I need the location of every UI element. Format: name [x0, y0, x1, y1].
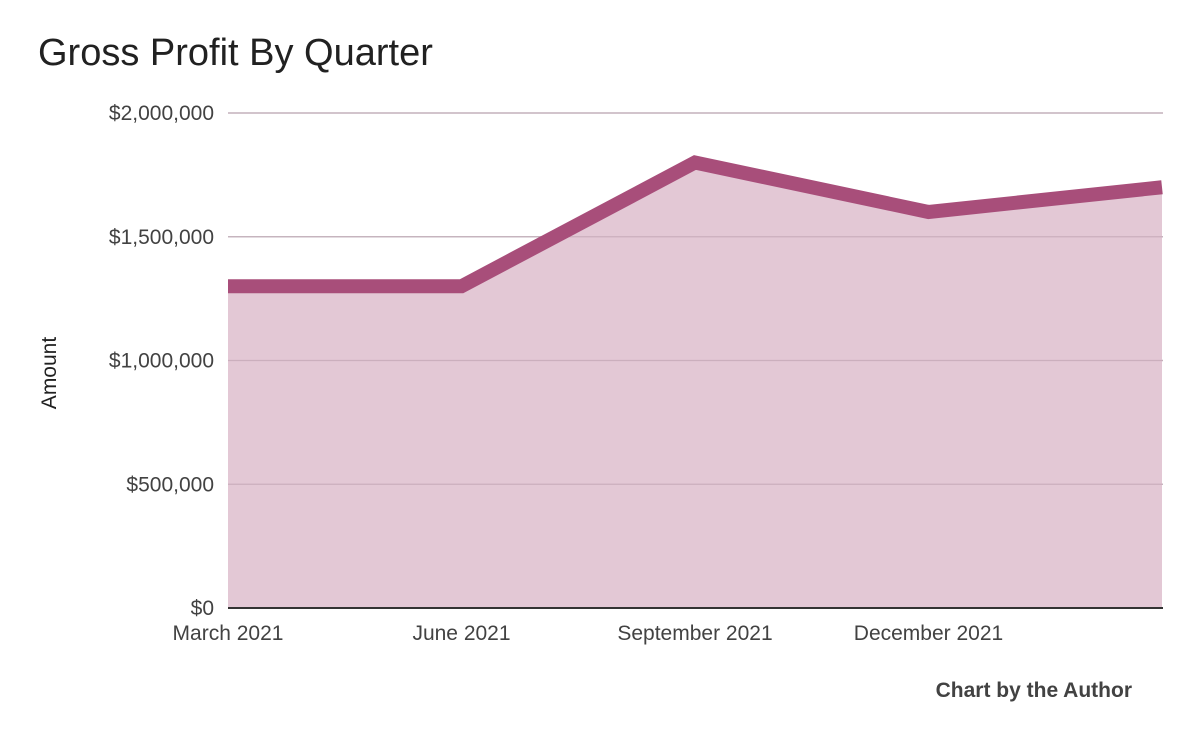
x-tick-label: June 2021 — [412, 622, 510, 645]
x-tick-label: March 2021 — [173, 622, 284, 645]
line-layer — [228, 155, 1163, 294]
y-tick-label: $1,500,000 — [109, 226, 214, 249]
y-tick-label: $2,000,000 — [109, 102, 214, 125]
chart-credit: Chart by the Author — [935, 679, 1132, 702]
area-layer — [228, 112, 1163, 608]
y-tick-labels: $0 $500,000 $1,000,000 $1,500,000 $2,000,000 — [109, 102, 214, 620]
x-tick-label: September 2021 — [617, 622, 772, 645]
y-tick-label: $500,000 — [126, 473, 214, 496]
x-tick-labels: March 2021 June 2021 September 2021 Decembe… — [173, 622, 1004, 645]
y-tick-label: $0 — [191, 597, 214, 620]
series-line — [228, 155, 1163, 294]
chart-title: Gross Profit By Quarter — [38, 32, 433, 74]
y-tick-label: $1,000,000 — [109, 350, 214, 373]
area-fill — [228, 162, 1162, 608]
y-axis-label: Amount — [38, 337, 61, 410]
x-tick-label: December 2021 — [854, 622, 1003, 645]
